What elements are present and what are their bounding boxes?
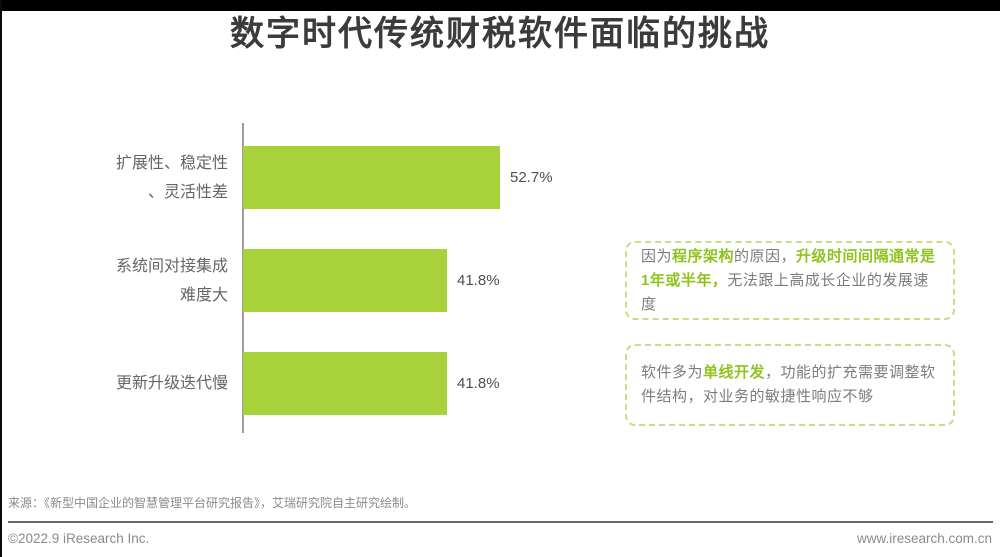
plain-phrase: 无法跟上高成长企业的发展速度 [641, 271, 929, 313]
source-note: 来源：《新型中国企业的智慧管理平台研究报告》，艾瑞研究院自主研究绘制。 [8, 496, 417, 510]
chart-rows: 扩展性、稳定性 、灵活性差 52.7% 系统间对接集成 难度大 41.8% 更新升级迭代… [0, 146, 640, 455]
value-label: 52.7% [510, 169, 553, 186]
bar [243, 146, 500, 209]
top-black-strip [0, 0, 1000, 11]
plain-phrase: 因为 [641, 247, 673, 265]
highlighted-phrase: 升级时间间隔通常是1年或半年， [641, 247, 936, 289]
plain-phrase: 的原因， [734, 247, 797, 265]
value-label: 41.8% [457, 272, 500, 289]
bar [243, 352, 447, 415]
footer-divider [8, 521, 993, 523]
category-label: 扩展性、稳定性 、灵活性差 [115, 154, 228, 201]
annotation-text: 软件多为单线开发，功能的扩充需要调整软件结构，对业务的敏捷性响应不够 [641, 361, 939, 409]
copyright-text: ©2022.9 iResearch Inc. [8, 531, 150, 546]
website-url: www.iresearch.com.cn [856, 531, 992, 546]
plain-phrase: 软件多为 [641, 364, 704, 381]
category-label: 系统间对接集成 难度大 [115, 257, 228, 304]
highlighted-phrase: 单线开发 [703, 364, 766, 381]
left-edge-line [0, 0, 2, 557]
chart-row: 更新升级迭代慢 41.8% [0, 352, 640, 415]
value-label: 41.8% [457, 375, 500, 392]
page-title: 数字时代传统财税软件面临的挑战 [230, 15, 770, 53]
annotation-text: 因为程序架构的原因，升级时间间隔通常是1年或半年，无法跟上高成长企业的发展速度 [641, 245, 939, 317]
bar [243, 249, 447, 312]
category-label: 更新升级迭代慢 [115, 375, 228, 392]
footer: ©2022.9 iResearch Inc. www.iresearch.com… [8, 531, 992, 546]
annotation-box-architecture: 因为程序架构的原因，升级时间间隔通常是1年或半年，无法跟上高成长企业的发展速度 [625, 241, 955, 320]
plain-phrase: ，功能的扩充需要调整软件结构，对业务的敏捷性响应不够 [641, 364, 936, 405]
highlighted-phrase: 程序架构 [672, 247, 735, 265]
annotation-box-single-line-dev: 软件多为单线开发，功能的扩充需要调整软件结构，对业务的敏捷性响应不够 [625, 344, 955, 426]
chart-row: 扩展性、稳定性 、灵活性差 52.7% [0, 146, 640, 209]
chart-row: 系统间对接集成 难度大 41.8% [0, 249, 640, 312]
